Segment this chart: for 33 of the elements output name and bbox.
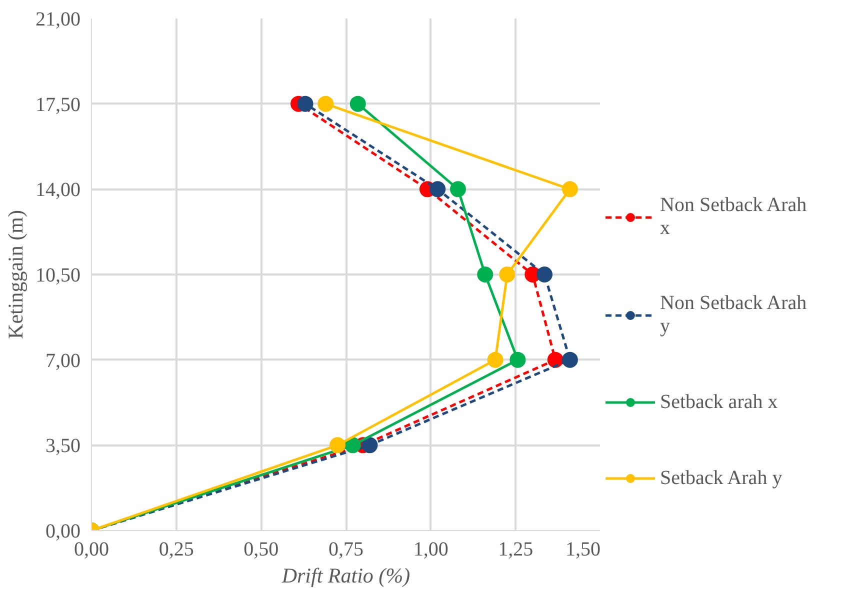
point xyxy=(430,181,446,198)
y-tick-label: 17,50 xyxy=(36,94,80,116)
x-tick-label: 0,50 xyxy=(244,538,279,560)
point xyxy=(318,96,334,112)
x-axis-title: Drift Ratio (%) xyxy=(280,564,410,588)
point xyxy=(450,181,466,198)
point xyxy=(344,437,361,454)
point xyxy=(362,437,378,454)
point xyxy=(297,96,314,112)
point xyxy=(350,96,366,112)
point xyxy=(562,181,578,198)
point xyxy=(499,266,516,282)
x-tick-label: 1,00 xyxy=(413,538,448,560)
x-tick-label: 0,25 xyxy=(158,538,194,560)
y-tick-label: 14,00 xyxy=(36,179,80,202)
legend-label: Setback arah x xyxy=(660,390,778,414)
point xyxy=(487,352,504,368)
y-tick-label: 10,50 xyxy=(36,264,80,286)
x-tick-label: 0,75 xyxy=(328,538,364,560)
legend-label: Setback Arah y xyxy=(660,466,782,490)
point xyxy=(510,352,526,368)
y-tick-label: 7,00 xyxy=(46,350,80,372)
y-tick-label: 21,00 xyxy=(36,8,80,30)
y-tick-label: 3,50 xyxy=(46,435,80,458)
point xyxy=(536,266,553,282)
x-tick-label: 1,25 xyxy=(498,538,534,560)
y-axis-title: Ketinggain (m) xyxy=(4,210,28,339)
point xyxy=(477,266,494,282)
point xyxy=(330,437,346,454)
legend-label: Non Setback Arah y xyxy=(660,292,807,338)
x-tick-label: 1,50 xyxy=(566,538,600,560)
point xyxy=(562,352,578,368)
legend-label: Non Setback Arah x xyxy=(660,194,807,240)
